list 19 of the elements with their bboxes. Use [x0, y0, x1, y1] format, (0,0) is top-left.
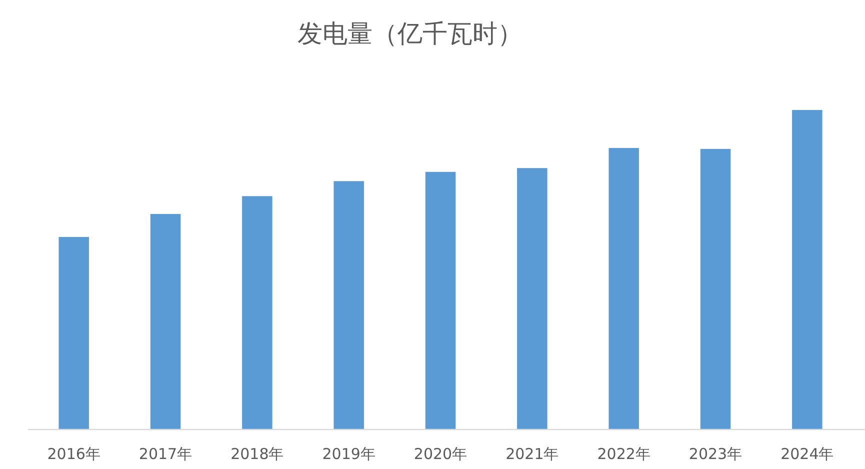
bar: [700, 148, 731, 429]
bar: [334, 181, 364, 429]
x-tick-label: 2021年: [506, 445, 559, 463]
x-tick-label: 2017年: [138, 445, 192, 463]
bar: [425, 172, 456, 429]
bar: [242, 196, 272, 429]
bar: [58, 236, 89, 429]
x-tick-label: 2018年: [230, 445, 284, 463]
bar: [517, 168, 548, 429]
x-tick-label: 2024年: [780, 445, 834, 463]
x-tick-label: 2016年: [47, 445, 100, 463]
x-tick-label: 2023年: [688, 445, 742, 463]
x-tick-label: 2020年: [414, 445, 468, 463]
bar: [150, 214, 181, 429]
bar: [792, 110, 822, 429]
x-tick-label: 2022年: [597, 445, 650, 463]
x-tick-label: 2019年: [322, 445, 376, 463]
chart-title: 发电量（亿千瓦时）: [298, 19, 522, 48]
bar: [608, 148, 639, 429]
